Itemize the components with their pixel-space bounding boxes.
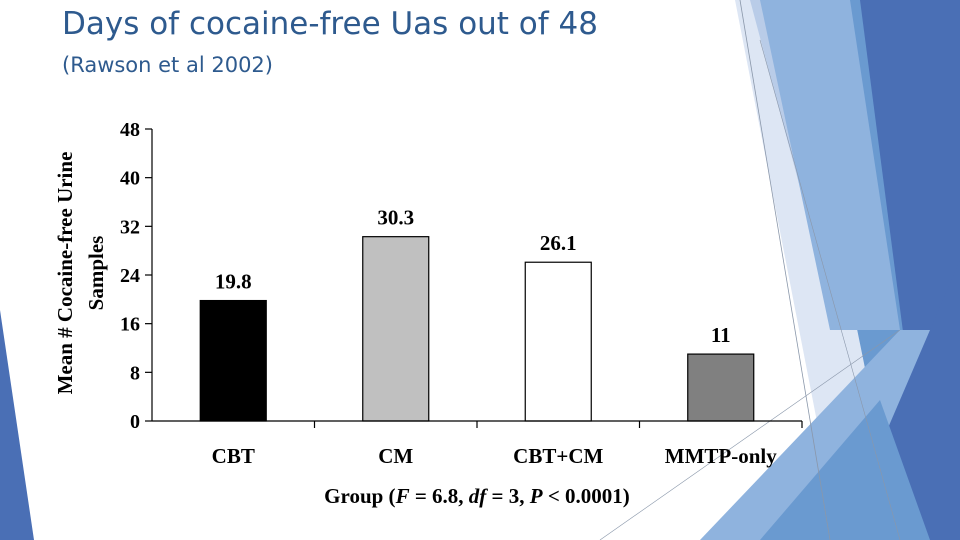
x-tick-label: MMTP-only xyxy=(665,444,777,468)
x-axis-label: Group (F = 6.8, df = 3, P < 0.0001) xyxy=(324,484,630,508)
bar-data-label: 26.1 xyxy=(540,231,577,255)
bar-data-label: 30.3 xyxy=(377,206,414,230)
y-axis-label-line1: Mean # Cocaine-free Urine xyxy=(53,152,77,395)
x-axis-ticks: CBT CM CBT+CM MMTP-only xyxy=(212,421,803,468)
bar-mmtp-only xyxy=(687,353,755,422)
x-tick-label: CBT+CM xyxy=(513,444,603,468)
deco-line-3 xyxy=(599,329,901,540)
y-tick-label: 48 xyxy=(120,119,140,141)
y-tick-label: 8 xyxy=(130,362,140,384)
deco-panel-mid-2 xyxy=(760,0,900,330)
y-axis-label-line2: Samples xyxy=(84,236,108,311)
y-tick-label: 24 xyxy=(120,265,140,287)
y-tick-label: 40 xyxy=(120,168,140,190)
y-tick-label: 0 xyxy=(130,411,140,433)
y-axis-ticks: 0 8 16 24 32 40 48 xyxy=(120,119,152,433)
bar-cm xyxy=(362,236,430,422)
x-tick-label: CM xyxy=(378,444,413,468)
bars xyxy=(199,236,755,422)
y-tick-label: 16 xyxy=(120,314,140,336)
deco-line-2 xyxy=(759,39,901,540)
x-axis-label-part: Group ( xyxy=(324,484,395,508)
x-axis-label-part: = 6.8, xyxy=(410,484,469,508)
slide-title: Days of cocaine-free Uas out of 48 xyxy=(62,6,598,42)
deco-line-1 xyxy=(739,0,831,540)
x-axis-label-part: F xyxy=(395,484,410,508)
bar-data-labels: 19.8 30.3 26.1 11 xyxy=(215,206,731,347)
x-axis-label-part: P xyxy=(529,484,543,508)
x-axis-label-part: < 0.0001) xyxy=(543,484,630,508)
bar-data-label: 11 xyxy=(711,323,731,347)
y-tick-label: 32 xyxy=(120,216,140,238)
x-tick-label: CBT xyxy=(212,444,255,468)
deco-left-sliver xyxy=(0,310,34,540)
x-axis-label-part: = 3, xyxy=(486,484,529,508)
bar-cbt-cm xyxy=(524,261,592,422)
bar-cbt xyxy=(199,299,267,422)
bar-data-label: 19.8 xyxy=(215,270,252,294)
slide-subtitle: (Rawson et al 2002) xyxy=(62,53,273,77)
deco-panel-mid-4 xyxy=(760,400,930,540)
x-axis-label-part: df xyxy=(469,484,489,508)
